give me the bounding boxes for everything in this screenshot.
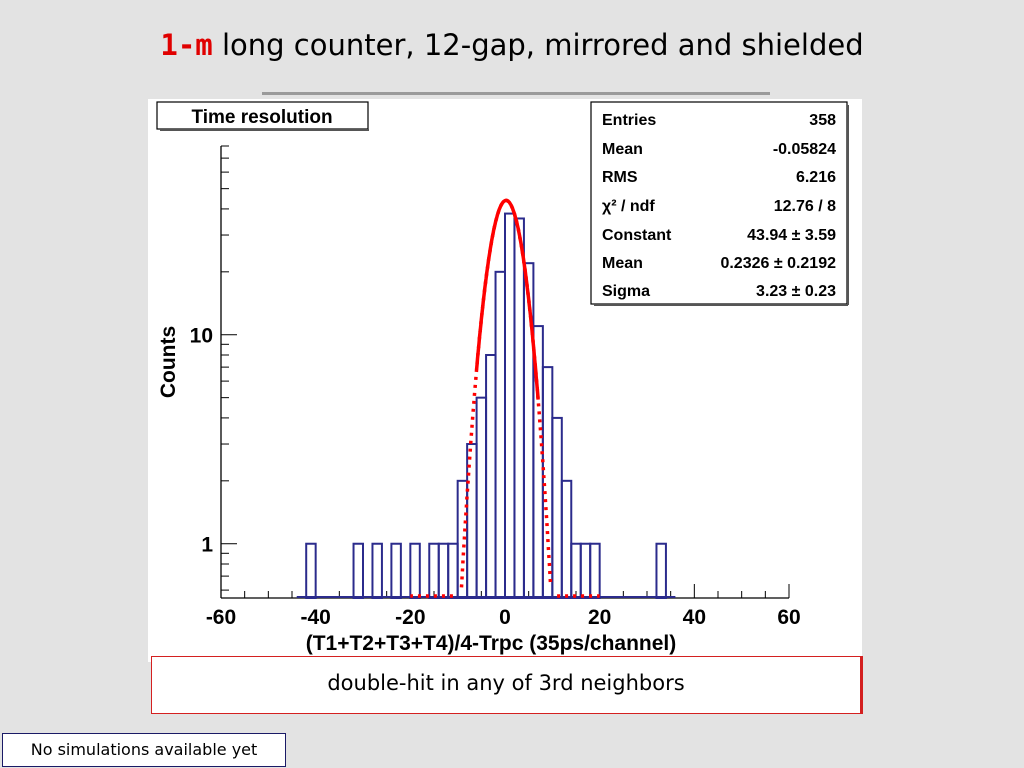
fit-curve xyxy=(474,198,540,400)
histogram-bar xyxy=(447,542,459,599)
slide-title-accent: 1-m xyxy=(160,28,213,62)
histogram-bar xyxy=(390,542,402,599)
stats-value: 12.76 / 8 xyxy=(774,198,836,215)
stats-value: 358 xyxy=(809,112,836,129)
y-tick-label: 1 xyxy=(201,534,213,557)
stats-label: Sigma xyxy=(602,283,650,300)
footer-box: No simulations available yet xyxy=(2,733,286,767)
histogram-bar xyxy=(305,542,317,599)
footer-text: No simulations available yet xyxy=(30,740,258,759)
x-tick-label: 0 xyxy=(499,606,511,629)
x-tick-label: 60 xyxy=(777,606,800,629)
stats-label: RMS xyxy=(602,169,638,186)
x-tick-label: -40 xyxy=(300,606,330,629)
histogram-bar xyxy=(409,542,421,599)
note-box: double-hit in any of 3rd neighbors xyxy=(151,656,861,714)
stats-value: -0.05824 xyxy=(773,141,836,158)
histogram-bar xyxy=(589,542,601,599)
y-tick-label: 10 xyxy=(190,325,213,348)
stats-box xyxy=(590,101,848,305)
x-tick-label: 40 xyxy=(683,606,706,629)
histogram-bar xyxy=(352,542,365,599)
stats-value: 0.2326 ± 0.2192 xyxy=(720,255,836,272)
y-axis-label: Counts xyxy=(157,326,180,398)
histogram-bar xyxy=(485,353,497,599)
x-tick-label: -60 xyxy=(206,606,236,629)
chart-title: Time resolution xyxy=(191,107,332,128)
stats-value: 3.23 ± 0.23 xyxy=(756,283,836,300)
x-tick-label: 20 xyxy=(588,606,611,629)
histogram-bar xyxy=(570,542,582,599)
x-axis-label: (T1+T2+T3+T4)/4-Trpc (35ps/channel) xyxy=(306,632,677,655)
histogram-bar xyxy=(475,396,488,600)
stats-label: Mean xyxy=(602,255,643,272)
stats-value: 6.216 xyxy=(796,169,836,186)
histogram-bar xyxy=(428,542,440,599)
stats-value: 43.94 ± 3.59 xyxy=(747,227,836,244)
slide-title-text: long counter, 12-gap, mirrored and shiel… xyxy=(212,28,864,62)
stats-label: Constant xyxy=(602,227,672,244)
stats-label: Entries xyxy=(602,112,656,129)
histogram-bar xyxy=(551,416,563,599)
histogram-bar xyxy=(655,542,667,599)
histogram-bar xyxy=(513,217,525,599)
title-divider xyxy=(262,92,770,95)
histogram-bar xyxy=(494,270,506,599)
histogram-bar xyxy=(579,542,592,599)
histogram-bar xyxy=(437,542,450,599)
histogram-bar xyxy=(560,479,573,599)
histogram-bar xyxy=(504,212,516,599)
plot-panel: -60 -40 -20 0 20 40 60 1 10 (T1+T2+T3+T4)/4-Trpc … xyxy=(148,99,862,662)
histogram-chart: -60 -40 -20 0 20 40 60 1 10 (T1+T2+T3+T4)/4-Trpc … xyxy=(156,101,849,655)
histogram-bar xyxy=(371,542,383,599)
x-tick-label: -20 xyxy=(395,606,425,629)
stats-label: Mean xyxy=(602,141,643,158)
slide-title: 1-m long counter, 12-gap, mirrored and s… xyxy=(0,28,1024,62)
stats-label: χ² / ndf xyxy=(602,198,655,215)
note-text: double-hit in any of 3rd neighbors xyxy=(327,671,685,695)
chart-title-box xyxy=(156,101,369,130)
